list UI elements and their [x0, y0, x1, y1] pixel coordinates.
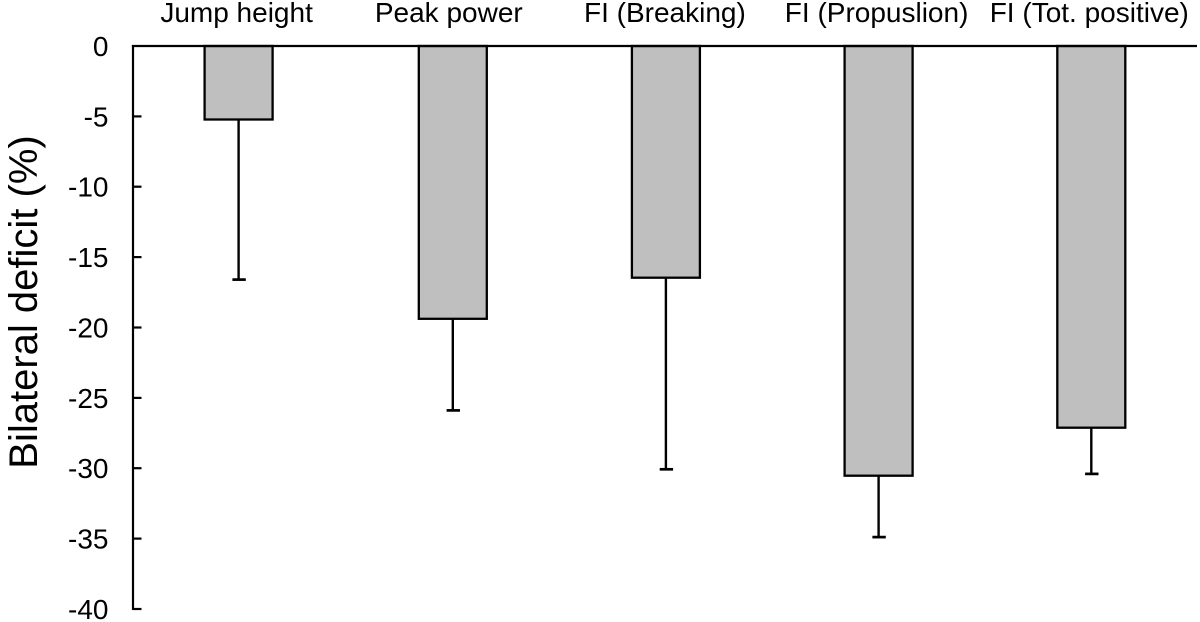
svg-text:FI (Tot. positive): FI (Tot. positive) [990, 0, 1189, 28]
svg-text:Jump height: Jump height [160, 0, 313, 28]
svg-text:-40: -40 [68, 594, 108, 622]
svg-text:Bilateral deficit (%): Bilateral deficit (%) [2, 135, 46, 468]
svg-text:-25: -25 [68, 383, 108, 414]
svg-text:Peak power: Peak power [375, 0, 523, 28]
svg-text:-20: -20 [68, 313, 108, 344]
svg-text:-10: -10 [68, 172, 108, 203]
svg-text:-35: -35 [68, 524, 108, 555]
svg-text:FI (Breaking): FI (Breaking) [584, 0, 746, 28]
svg-text:0: 0 [93, 31, 109, 62]
svg-text:-15: -15 [68, 242, 108, 273]
svg-text:-30: -30 [68, 453, 108, 484]
svg-text:-5: -5 [84, 101, 109, 132]
svg-text:FI (Propuslion): FI (Propuslion) [785, 0, 969, 28]
